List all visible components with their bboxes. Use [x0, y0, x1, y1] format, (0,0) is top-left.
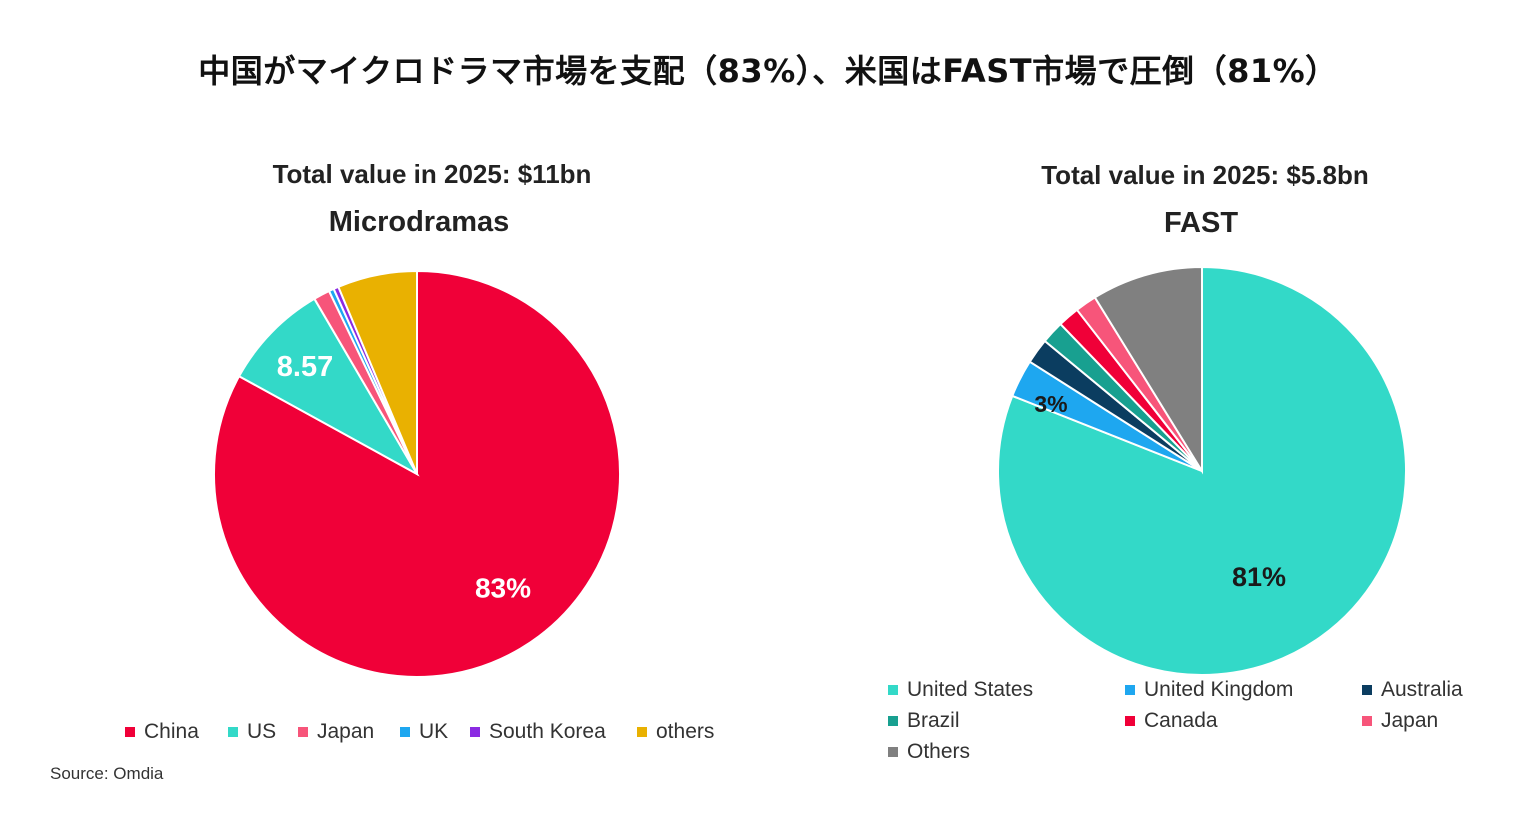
legend-label: others [656, 720, 715, 743]
legend-label: US [247, 720, 277, 743]
legend-swatch [400, 727, 410, 737]
legend-label: South Korea [489, 720, 606, 743]
legend-label: United States [907, 678, 1034, 701]
legend-label: China [144, 720, 199, 743]
chart-title: FAST [1163, 207, 1239, 239]
legend-swatch [228, 727, 238, 737]
legend-item-brazil: Brazil [888, 709, 960, 733]
chart-subtitle: Total value in 2025: $11bn [272, 159, 592, 189]
legend-item-others: Others [888, 740, 970, 764]
legend-swatch [1125, 685, 1135, 695]
legend-label: Japan [317, 720, 375, 743]
legend-swatch [298, 727, 308, 737]
legend-swatch [1125, 716, 1135, 726]
legend-label: Others [907, 740, 971, 763]
data-label-us: 8.57 [277, 351, 333, 383]
data-label-united-kingdom: 3% [1034, 391, 1067, 417]
legend-item-us: US [228, 720, 276, 744]
legend-swatch [470, 727, 480, 737]
legend-swatch [888, 716, 898, 726]
legend-label: UK [419, 720, 449, 743]
legend-label: United Kingdom [1144, 678, 1294, 701]
legend-item-united-states: United States [888, 678, 1033, 702]
legend-swatch [888, 685, 898, 695]
legend-item-uk: UK [400, 720, 448, 744]
data-label-china: 83% [475, 573, 531, 604]
legend-swatch [888, 747, 898, 757]
legend-label: Japan [1381, 709, 1439, 732]
legend-item-australia: Australia [1362, 678, 1463, 702]
pie-slice-others [1093, 265, 1203, 475]
chart-title: Microdramas [328, 206, 510, 238]
legend-item-south-korea: South Korea [470, 720, 606, 744]
legend-item-canada: Canada [1125, 709, 1218, 733]
legend-item-united-kingdom: United Kingdom [1125, 678, 1293, 702]
pie-slice-us [237, 297, 420, 477]
legend-swatch [125, 727, 135, 737]
legend-label: Australia [1381, 678, 1463, 701]
legend-swatch [637, 727, 647, 737]
legend-label: Canada [1144, 709, 1218, 732]
legend-item-china: China [125, 720, 199, 744]
data-label-united-states: 81% [1232, 562, 1286, 592]
legend-swatch [1362, 716, 1372, 726]
legend-item-japan: Japan [1362, 709, 1438, 733]
source-note: Source: Omdia [50, 764, 164, 783]
legend-label: Brazil [907, 709, 960, 732]
legend-item-others: others [637, 720, 714, 744]
pie-slice-others [337, 269, 418, 475]
page-headline: 中国がマイクロドラマ市場を支配（83%）、米国はFAST市場で圧倒（81%） [198, 52, 1338, 90]
legend-swatch [1362, 685, 1372, 695]
legend-item-japan: Japan [298, 720, 374, 744]
chart-subtitle: Total value in 2025: $5.8bn [1041, 160, 1369, 190]
